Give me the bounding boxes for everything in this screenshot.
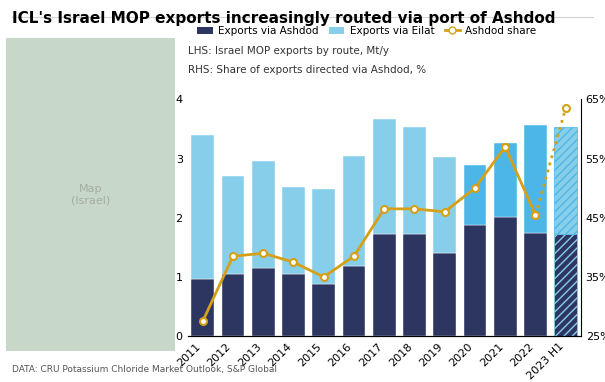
Bar: [282, 274, 305, 336]
Bar: [312, 284, 335, 336]
Text: ICL's Israel MOP exports increasingly routed via port of Ashdod: ICL's Israel MOP exports increasingly ro…: [12, 11, 555, 26]
Bar: [373, 234, 396, 336]
Bar: [554, 234, 577, 336]
Bar: [463, 225, 486, 336]
Bar: [524, 233, 547, 336]
Bar: [191, 135, 214, 279]
Text: DATA: CRU Potassium Chloride Market Outlook, S&P Global: DATA: CRU Potassium Chloride Market Outl…: [12, 365, 277, 374]
Bar: [282, 187, 305, 274]
Text: Map
(Israel): Map (Israel): [71, 184, 110, 206]
Legend: Exports via Ashdod, Exports via Eilat, Ashdod share: Exports via Ashdod, Exports via Eilat, A…: [193, 22, 541, 40]
Bar: [494, 142, 517, 217]
Bar: [433, 253, 456, 336]
Bar: [221, 274, 244, 336]
Text: LHS: Israel MOP exports by route, Mt/y: LHS: Israel MOP exports by route, Mt/y: [188, 46, 388, 56]
Bar: [463, 165, 486, 225]
Bar: [403, 234, 426, 336]
Bar: [252, 162, 275, 268]
Bar: [252, 268, 275, 336]
Bar: [373, 119, 396, 234]
Text: RHS: Share of exports directed via Ashdod, %: RHS: Share of exports directed via Ashdo…: [188, 65, 426, 75]
Bar: [342, 266, 365, 336]
Bar: [312, 189, 335, 284]
Bar: [342, 155, 365, 266]
Bar: [433, 157, 456, 253]
Bar: [524, 125, 547, 233]
Bar: [191, 279, 214, 336]
Bar: [494, 217, 517, 336]
Bar: [221, 176, 244, 274]
Bar: [403, 126, 426, 234]
Bar: [554, 126, 577, 234]
